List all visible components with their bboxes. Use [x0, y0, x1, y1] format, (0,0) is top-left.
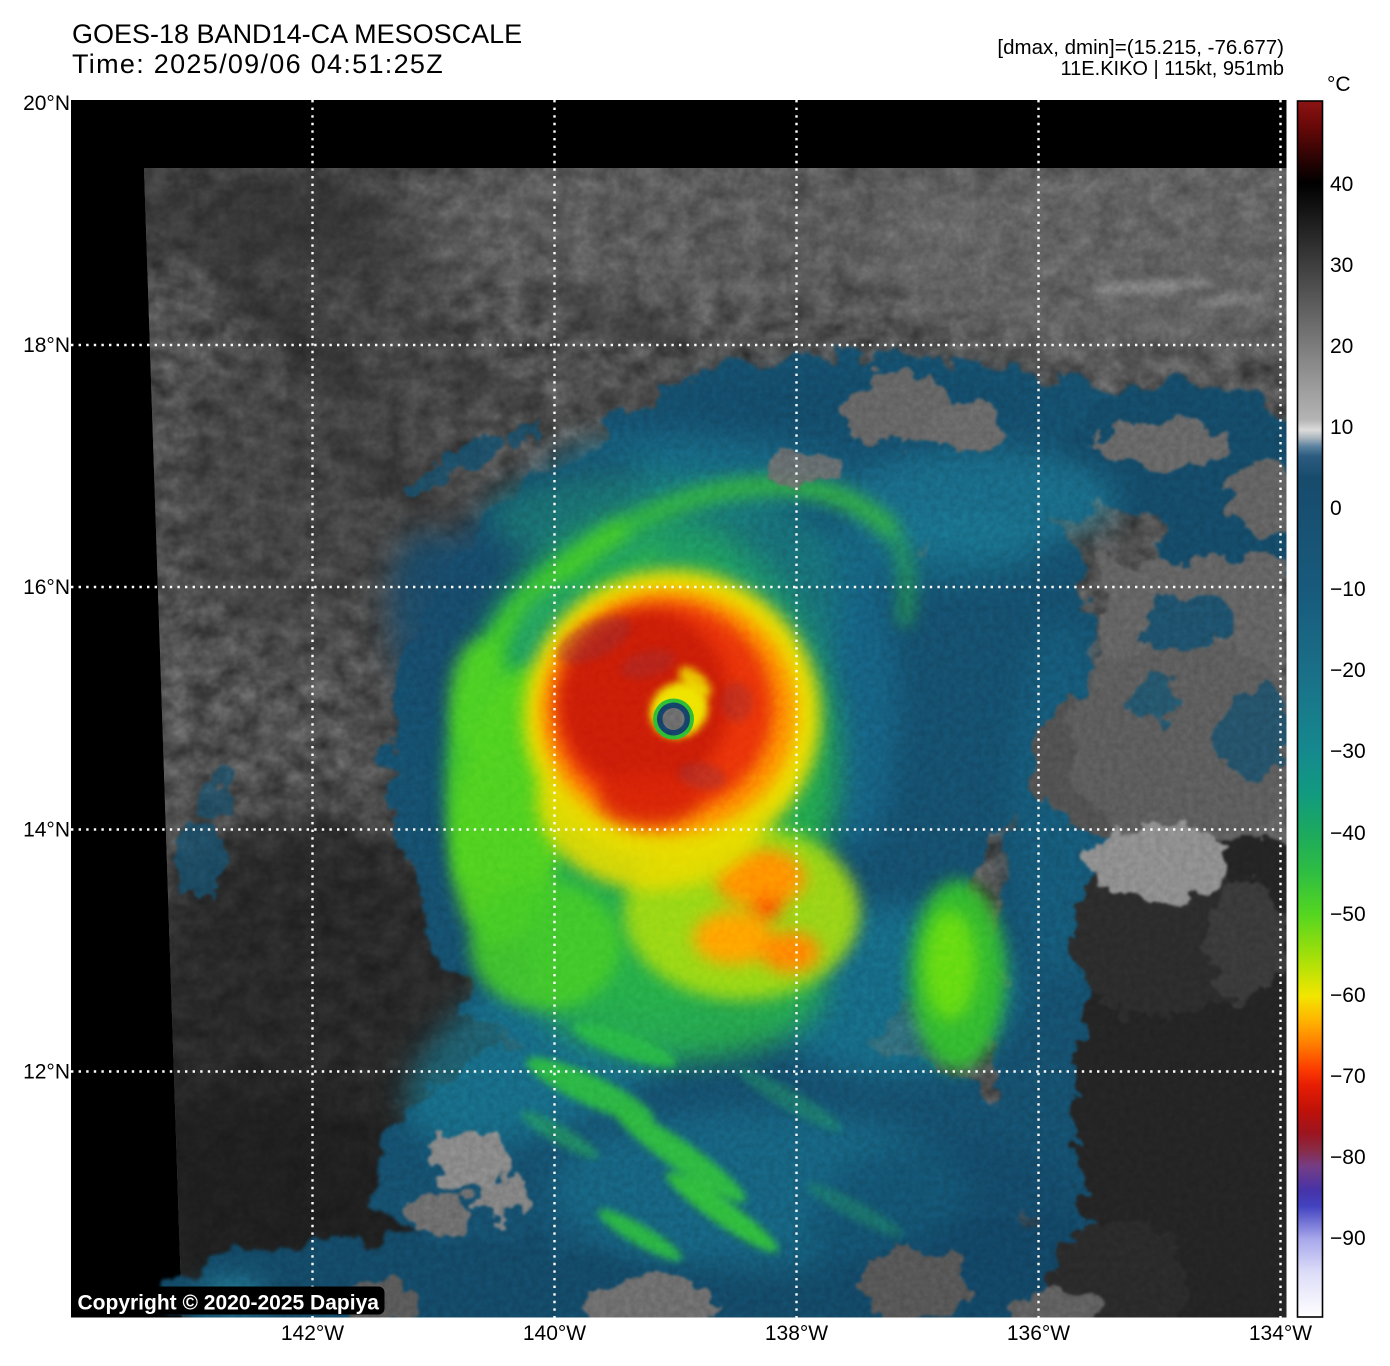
- svg-text:136°W: 136°W: [1007, 1322, 1070, 1345]
- svg-text:°C: °C: [1327, 73, 1351, 96]
- svg-text:−60: −60: [1330, 984, 1366, 1007]
- svg-text:20°N: 20°N: [23, 92, 70, 115]
- svg-text:12°N: 12°N: [23, 1061, 70, 1084]
- svg-text:[dmax, dmin]=(15.215, -76.677): [dmax, dmin]=(15.215, -76.677): [997, 36, 1284, 59]
- svg-text:30: 30: [1330, 254, 1353, 277]
- svg-text:11E.KIKO | 115kt, 951mb: 11E.KIKO | 115kt, 951mb: [1061, 58, 1284, 80]
- svg-text:0: 0: [1330, 497, 1342, 520]
- svg-text:GOES-18 BAND14-CA MESOSCALE: GOES-18 BAND14-CA MESOSCALE: [72, 19, 522, 49]
- svg-text:−20: −20: [1330, 659, 1366, 682]
- svg-text:−70: −70: [1330, 1065, 1366, 1088]
- svg-text:142°W: 142°W: [281, 1322, 344, 1345]
- svg-text:Time: 2025/09/06 04:51:25Z: Time: 2025/09/06 04:51:25Z: [72, 49, 444, 79]
- svg-text:−40: −40: [1330, 822, 1366, 845]
- svg-text:−50: −50: [1330, 903, 1366, 926]
- svg-text:−80: −80: [1330, 1146, 1366, 1169]
- svg-text:10: 10: [1330, 416, 1353, 439]
- svg-text:−30: −30: [1330, 740, 1366, 763]
- svg-text:14°N: 14°N: [23, 819, 70, 842]
- svg-text:−90: −90: [1330, 1227, 1366, 1250]
- svg-text:138°W: 138°W: [765, 1322, 828, 1345]
- svg-text:134°W: 134°W: [1249, 1322, 1312, 1345]
- svg-text:40: 40: [1330, 173, 1353, 196]
- svg-text:16°N: 16°N: [23, 576, 70, 599]
- svg-text:18°N: 18°N: [23, 334, 70, 357]
- svg-text:Copyright © 2020-2025 Dapiya: Copyright © 2020-2025 Dapiya: [78, 1292, 380, 1315]
- svg-text:140°W: 140°W: [523, 1322, 586, 1345]
- svg-text:20: 20: [1330, 335, 1353, 358]
- svg-text:−10: −10: [1330, 578, 1366, 601]
